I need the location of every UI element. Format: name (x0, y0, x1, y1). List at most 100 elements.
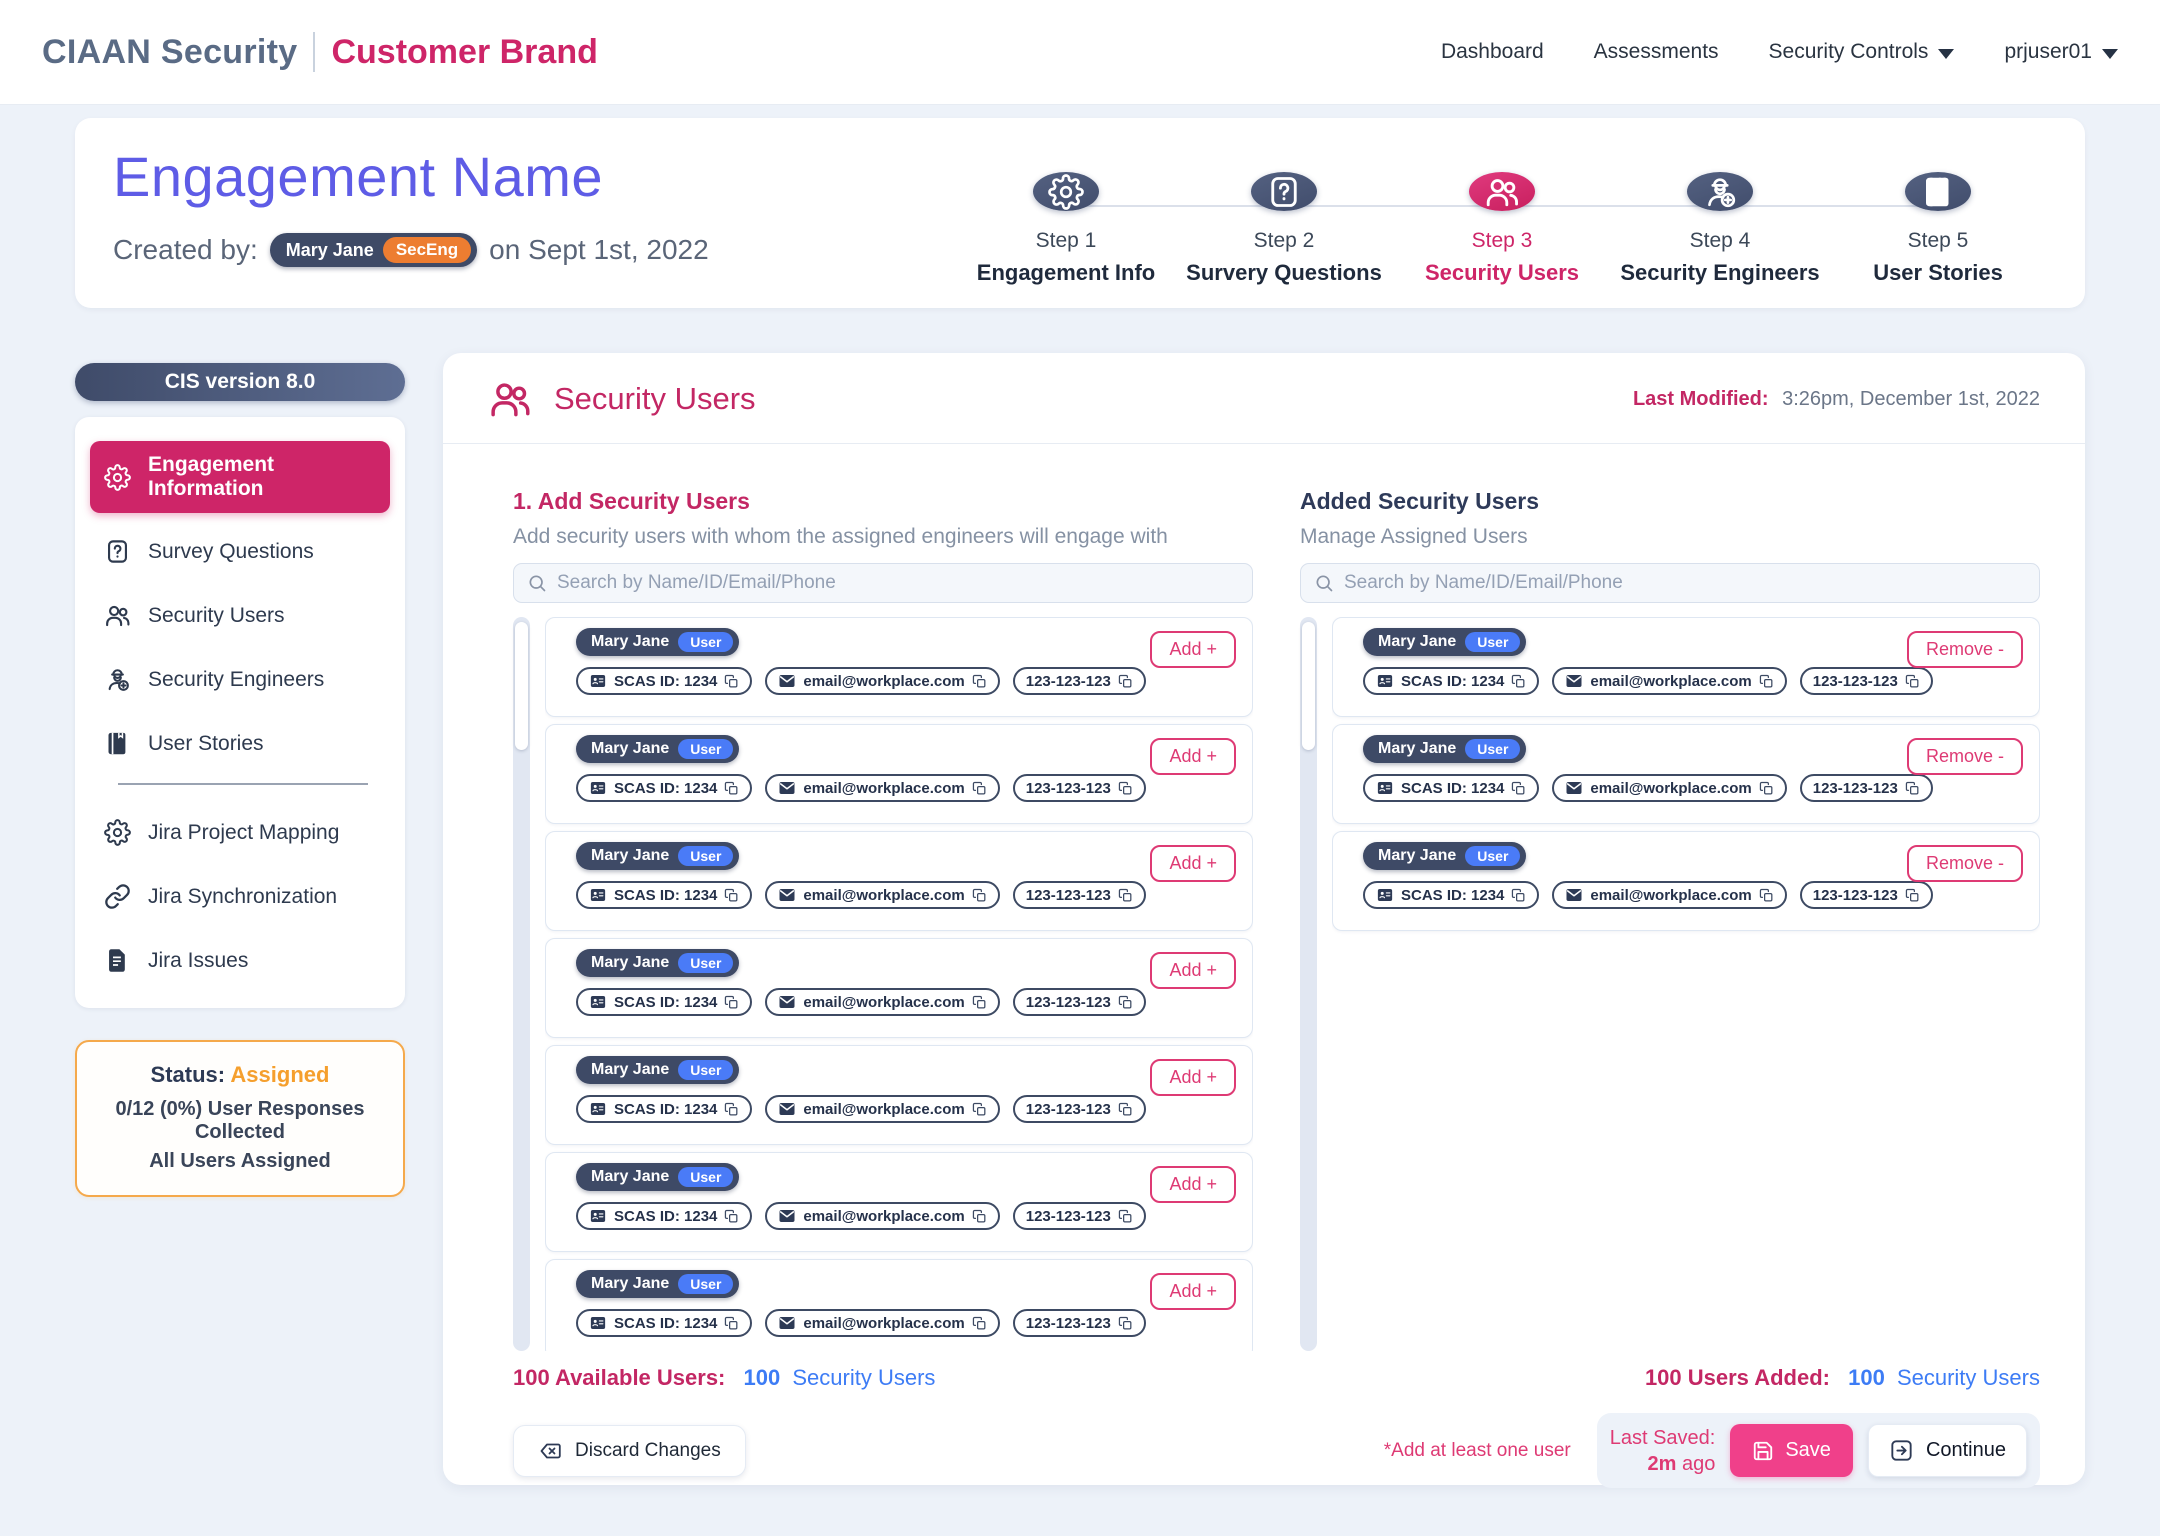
user-action-button[interactable]: Add + (1150, 1059, 1236, 1096)
sidebar-item-engagement-information[interactable]: Engagement Information (90, 441, 390, 513)
copy-icon[interactable] (1118, 888, 1133, 903)
phone-value: 123-123-123 (1812, 886, 1898, 904)
user-name: Mary Jane (591, 740, 670, 757)
top-nav: Dashboard Assessments Security Controls … (1441, 40, 2118, 64)
sidebar-item-security-users[interactable]: Security Users (90, 590, 390, 641)
copy-icon[interactable] (972, 1316, 987, 1331)
step-5-user-stories[interactable]: Step 5 User Stories (1829, 172, 2047, 286)
sidebar-item-jira-project-mapping[interactable]: Jira Project Mapping (90, 807, 390, 858)
sidebar-item-user-stories[interactable]: User Stories (90, 718, 390, 769)
copy-icon[interactable] (972, 781, 987, 796)
sidebar-item-survey-questions[interactable]: Survey Questions (90, 526, 390, 577)
email-value: email@workplace.com (803, 886, 965, 904)
copy-icon[interactable] (972, 888, 987, 903)
user-action-button[interactable]: Remove - (1906, 631, 2023, 668)
sidebar-item-security-engineers[interactable]: Security Engineers (90, 654, 390, 705)
mail-icon (1566, 674, 1583, 688)
copy-icon[interactable] (972, 1102, 987, 1117)
scas-id-chip: SCAS ID: 1234 (1363, 881, 1540, 909)
copy-icon[interactable] (724, 888, 739, 903)
user-role-badge: User (1465, 846, 1521, 866)
copy-icon[interactable] (972, 995, 987, 1010)
scrollbar-thumb[interactable] (1302, 622, 1315, 750)
question-icon (1271, 176, 1297, 207)
copy-icon[interactable] (1759, 674, 1774, 689)
save-button[interactable]: Save (1730, 1424, 1853, 1477)
copy-icon[interactable] (1759, 888, 1774, 903)
step-1-engagement-info[interactable]: Step 1 Engagement Info (957, 172, 1175, 286)
search-input[interactable] (1344, 572, 2026, 594)
user-action-button[interactable]: Remove - (1906, 738, 2023, 775)
email-value: email@workplace.com (803, 993, 965, 1011)
copy-icon[interactable] (1118, 995, 1133, 1010)
step-2-survey-questions[interactable]: Step 2 Survery Questions (1175, 172, 1393, 286)
user-contact-chips: SCAS ID: 1234 email@workplace.com 123-12… (1363, 881, 2023, 909)
user-role-badge: User (678, 739, 734, 759)
wizard-stepper: Step 1 Engagement Info Step 2 Survery Qu… (957, 144, 2047, 286)
copy-icon[interactable] (724, 1102, 739, 1117)
user-action-button[interactable]: Remove - (1906, 845, 2023, 882)
user-action-button[interactable]: Add + (1150, 1273, 1236, 1310)
copy-icon[interactable] (1511, 674, 1526, 689)
user-action-button[interactable]: Add + (1150, 845, 1236, 882)
user-action-button[interactable]: Add + (1150, 952, 1236, 989)
creator-name: Mary Jane (285, 239, 374, 260)
copy-icon[interactable] (1759, 781, 1774, 796)
scrollbar-thumb[interactable] (515, 622, 528, 750)
user-card: Mary Jane User Add + SCAS ID: 1234 email… (545, 724, 1253, 824)
scas-id-chip: SCAS ID: 1234 (576, 1309, 753, 1337)
scas-id-chip: SCAS ID: 1234 (576, 667, 753, 695)
scas-id-value: SCAS ID: 1234 (614, 993, 718, 1011)
copy-icon[interactable] (972, 674, 987, 689)
copy-icon[interactable] (1511, 888, 1526, 903)
email-value: email@workplace.com (803, 672, 965, 690)
mail-icon (1566, 888, 1583, 902)
step-3-security-users[interactable]: Step 3 Security Users (1393, 172, 1611, 286)
copy-icon[interactable] (1118, 1102, 1133, 1117)
nav-user-menu[interactable]: prjuser01 (2004, 40, 2118, 64)
email-chip: email@workplace.com (1552, 774, 1787, 802)
copy-icon[interactable] (724, 1209, 739, 1224)
sidebar-item-jira-synchronization[interactable]: Jira Synchronization (90, 871, 390, 922)
engineer-add-icon (1708, 177, 1736, 207)
scas-id-chip: SCAS ID: 1234 (576, 774, 753, 802)
copy-icon[interactable] (1905, 888, 1920, 903)
copy-icon[interactable] (1905, 781, 1920, 796)
copy-icon[interactable] (724, 781, 739, 796)
count-number: 100 (1848, 1365, 1885, 1390)
scas-id-value: SCAS ID: 1234 (1401, 672, 1505, 690)
nav-security-controls[interactable]: Security Controls (1769, 40, 1955, 64)
user-card: Mary Jane User Remove - SCAS ID: 1234 em… (1332, 724, 2040, 824)
copy-icon[interactable] (724, 674, 739, 689)
copy-icon[interactable] (972, 1209, 987, 1224)
step-4-security-engineers[interactable]: Step 4 Security Engineers (1611, 172, 1829, 286)
user-card: Mary Jane User Add + SCAS ID: 1234 email… (545, 1152, 1253, 1252)
user-card: Mary Jane User Add + SCAS ID: 1234 email… (545, 617, 1253, 717)
status-users-assigned: All Users Assigned (149, 1150, 331, 1172)
user-action-button[interactable]: Add + (1150, 738, 1236, 775)
user-action-button[interactable]: Add + (1150, 631, 1236, 668)
scas-id-chip: SCAS ID: 1234 (576, 881, 753, 909)
discard-changes-button[interactable]: Discard Changes (513, 1424, 746, 1477)
copy-icon[interactable] (724, 1316, 739, 1331)
copy-icon[interactable] (1118, 1209, 1133, 1224)
scrollbar-track[interactable] (513, 617, 530, 1351)
copy-icon[interactable] (1905, 674, 1920, 689)
nav-assessments[interactable]: Assessments (1593, 40, 1719, 63)
id-card-icon (1377, 781, 1393, 795)
copy-icon[interactable] (1511, 781, 1526, 796)
copy-icon[interactable] (1118, 674, 1133, 689)
scrollbar-track[interactable] (1300, 617, 1317, 1351)
nav-dashboard[interactable]: Dashboard (1440, 40, 1544, 63)
sidebar-item-jira-issues[interactable]: Jira Issues (90, 935, 390, 986)
email-chip: email@workplace.com (1552, 881, 1787, 909)
user-action-button[interactable]: Add + (1150, 1166, 1236, 1203)
search-icon (529, 575, 546, 592)
copy-icon[interactable] (1118, 781, 1133, 796)
last-saved-suffix: ago (1681, 1452, 1716, 1475)
copy-icon[interactable] (724, 995, 739, 1010)
search-input[interactable] (557, 572, 1239, 594)
id-card-icon (590, 888, 606, 902)
copy-icon[interactable] (1118, 1316, 1133, 1331)
continue-button[interactable]: Continue (1867, 1424, 2027, 1477)
